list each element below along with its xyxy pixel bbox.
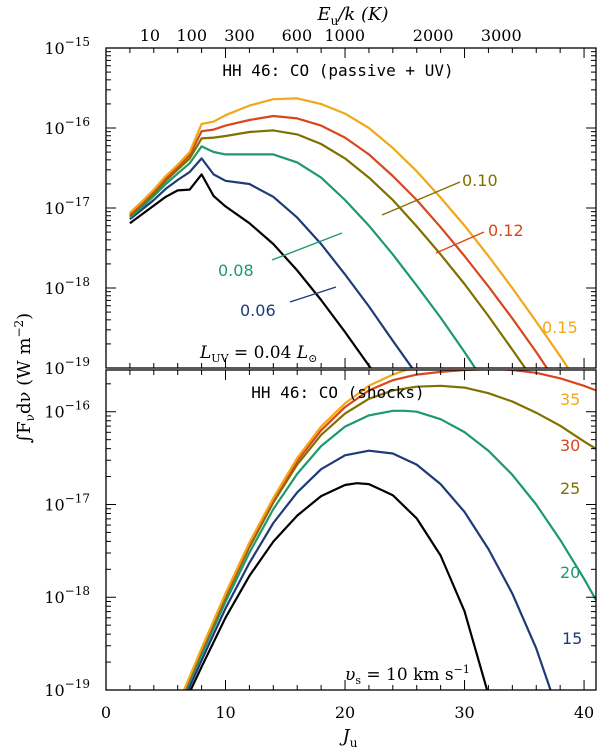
top-y-tick-label: 10−19	[44, 355, 90, 378]
bottom-panel: 10−16 10−17 10−18 10−19 15 20 25 30 35	[44, 369, 597, 700]
top-panel: 10−15 10−16 10−17 10−18 10−19 0.06 0.08 0.10 0.1…	[44, 35, 597, 378]
top-series-label-0-12: 0.12	[488, 221, 524, 240]
top-tick-label: 3000	[481, 26, 522, 45]
top-series-line-0-06	[129, 157, 414, 368]
top-tick-label: 100	[176, 26, 207, 45]
y-axis-label: ∫Fνdν (W m−2)	[12, 313, 37, 443]
bottom-series-label-25: 25	[560, 479, 580, 498]
top-series-line-0-04	[129, 173, 372, 368]
x-tick-label: 20	[335, 703, 355, 722]
x-tick-label: 0	[101, 703, 111, 722]
top-tick-label: 1000	[324, 26, 365, 45]
top-series-line-0-10	[129, 129, 527, 368]
bottom-series-line-30	[183, 370, 596, 690]
top-label-leader-0-12	[435, 231, 485, 254]
bottom-y-tick-label: 10−16	[44, 399, 90, 422]
top-series-line-0-12	[129, 114, 549, 368]
top-series-line-0-15	[129, 97, 570, 368]
bottom-y-tick-label: 10−18	[44, 584, 90, 607]
top-y-tick-label: 10−17	[44, 195, 90, 218]
x-tick-label: 30	[454, 703, 474, 722]
bottom-series-label-35: 35	[560, 390, 580, 409]
x-axis-label: Ju	[339, 726, 358, 748]
top-y-tick-label: 10−18	[44, 275, 90, 298]
bottom-series-label-15: 15	[562, 629, 582, 648]
bottom-series-label-30: 30	[560, 436, 580, 455]
bottom-series-line-10	[189, 482, 489, 690]
top-label-leader-0-08	[271, 232, 343, 261]
top-series-label-0-08: 0.08	[218, 261, 254, 280]
bottom-series-line-15	[186, 449, 552, 690]
top-series-label-0-10: 0.10	[462, 171, 498, 190]
top-series-group	[129, 97, 570, 368]
top-series-label-0-15: 0.15	[542, 318, 578, 337]
bottom-panel-title: HH 46: CO (shocks)	[251, 383, 424, 402]
top-axis-label: Eu/k (K)	[316, 4, 388, 28]
bottom-series-group	[182, 370, 596, 690]
bottom-series-label-20: 20	[560, 563, 580, 582]
top-panel-title: HH 46: CO (passive + UV)	[222, 61, 453, 80]
top-y-tick-label: 10−15	[44, 35, 90, 58]
top-tick-label: 10	[140, 26, 160, 45]
x-tick-label: 40	[574, 703, 594, 722]
top-tick-label: 2000	[413, 26, 454, 45]
top-tick-label: 300	[224, 26, 255, 45]
bottom-series-line-25	[183, 384, 596, 690]
bottom-plot-frame	[105, 369, 597, 691]
bottom-series-line-20	[184, 409, 596, 690]
svg-text:∫Fνdν (W m−2): ∫Fνdν (W m−2)	[12, 313, 37, 443]
luv-annotation: LUV = 0.04 L⊙	[199, 343, 317, 365]
bottom-y-tick-label: 10−17	[44, 491, 90, 514]
x-tick-label: 10	[215, 703, 235, 722]
bottom-series-line-35	[182, 370, 410, 690]
top-label-leader-0-06	[289, 286, 337, 303]
top-y-tick-label: 10−16	[44, 115, 90, 138]
vs-annotation: υs = 10 km s−1	[345, 663, 470, 687]
bottom-y-tick-label: 10−19	[44, 677, 90, 700]
top-label-leader-0-10	[381, 181, 461, 216]
top-series-label-0-06: 0.06	[240, 301, 276, 320]
top-tick-label: 600	[282, 26, 313, 45]
top-series-line-0-08	[129, 145, 477, 368]
